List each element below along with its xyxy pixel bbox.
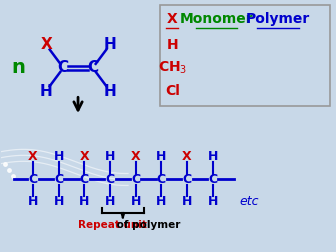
Text: H: H	[130, 195, 141, 208]
Text: H: H	[156, 150, 167, 163]
Text: C: C	[80, 173, 89, 186]
Text: H: H	[103, 37, 116, 52]
Text: of polymer: of polymer	[113, 220, 180, 230]
Text: X: X	[167, 12, 178, 26]
Text: etc: etc	[240, 195, 259, 208]
Text: H: H	[53, 195, 64, 208]
Text: C: C	[131, 173, 140, 186]
Text: C: C	[208, 173, 217, 186]
Text: H: H	[156, 195, 167, 208]
Text: C: C	[54, 173, 63, 186]
Text: X: X	[182, 150, 192, 163]
Text: H: H	[105, 195, 115, 208]
Text: X: X	[28, 150, 38, 163]
Text: H: H	[182, 195, 192, 208]
Text: C: C	[57, 60, 69, 75]
Text: C: C	[182, 173, 192, 186]
Text: H: H	[207, 195, 218, 208]
Text: Polymer: Polymer	[246, 12, 310, 26]
Text: H: H	[167, 38, 178, 52]
Text: H: H	[40, 84, 53, 99]
Text: X: X	[131, 150, 140, 163]
Text: X: X	[41, 37, 52, 52]
Text: Monomer: Monomer	[179, 12, 253, 26]
Text: C: C	[157, 173, 166, 186]
Text: H: H	[103, 84, 116, 99]
Text: H: H	[207, 150, 218, 163]
Text: CH$_3$: CH$_3$	[158, 60, 187, 76]
FancyBboxPatch shape	[160, 5, 330, 106]
Text: C: C	[29, 173, 38, 186]
Text: Cl: Cl	[165, 84, 180, 98]
Text: n: n	[11, 58, 25, 77]
Text: H: H	[28, 195, 38, 208]
Text: H: H	[79, 195, 90, 208]
Text: C: C	[106, 173, 115, 186]
Text: C: C	[87, 60, 98, 75]
Text: H: H	[53, 150, 64, 163]
Text: Repeat unit: Repeat unit	[78, 220, 146, 230]
Text: X: X	[80, 150, 89, 163]
Text: H: H	[105, 150, 115, 163]
